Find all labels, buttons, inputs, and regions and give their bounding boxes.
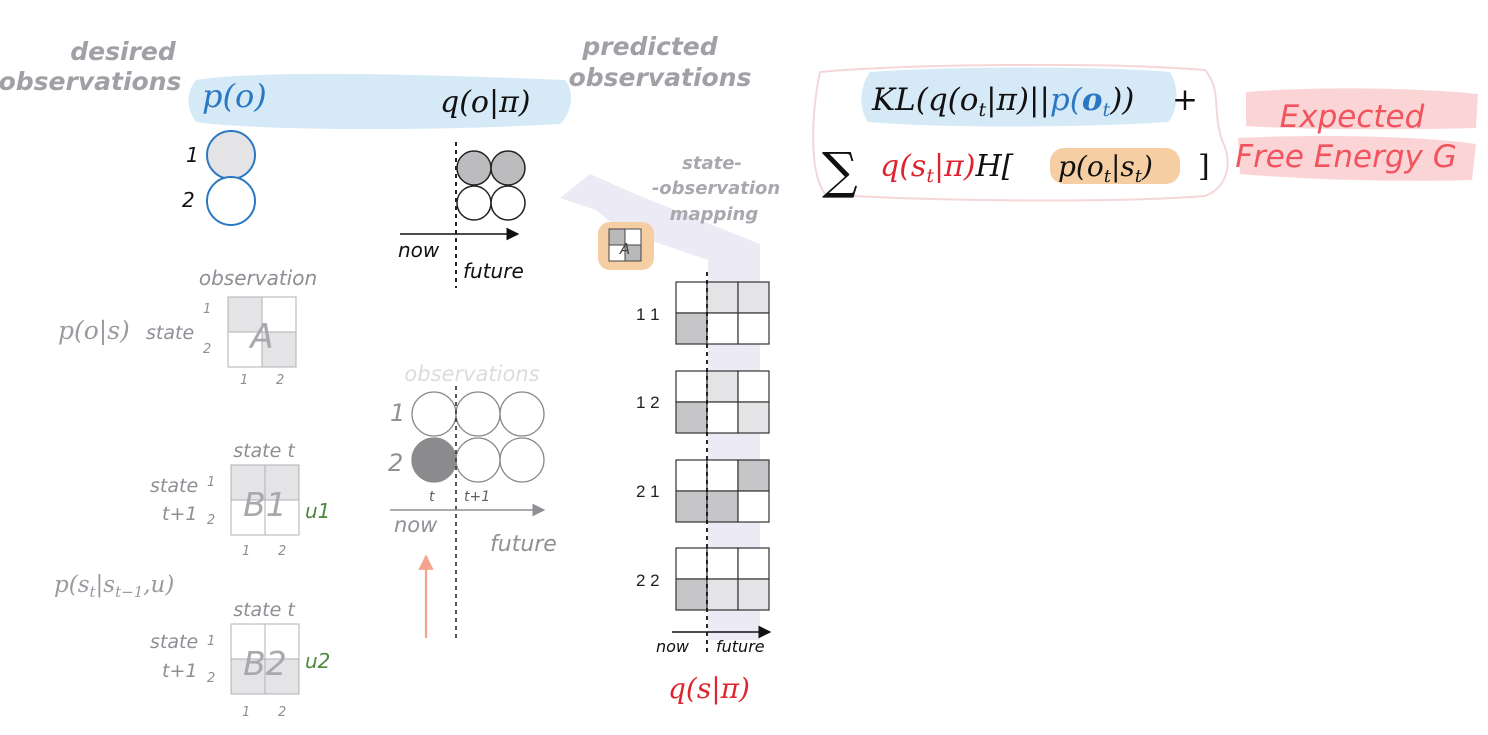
- b2-col-2-label: 2: [278, 705, 286, 720]
- observation-circle: [499, 437, 545, 483]
- predicted-label-line1: predicted: [581, 32, 718, 61]
- predicted-obs-circle: [490, 185, 526, 221]
- b1-row-header-2: t+1: [162, 503, 197, 525]
- policy-label: 1 1: [636, 305, 660, 324]
- obs-t-plus-1-label: t+1: [464, 489, 490, 505]
- policy-future-label: future: [716, 637, 765, 656]
- desired-label-line2: observations: [0, 67, 181, 96]
- b1-matrix-letter: B1: [243, 485, 287, 524]
- observation-circle: [455, 391, 501, 437]
- obs-future-label: future: [490, 532, 557, 557]
- a-col-2-label: 2: [276, 373, 284, 388]
- likelihood-orange-highlight: [1050, 148, 1180, 184]
- efe-kl-term: KL(q(ot|π)||p(ot)): [871, 82, 1134, 121]
- mapping-a-icon: A: [608, 228, 642, 262]
- policy-grid-12: [675, 370, 770, 434]
- efe-bracket-close: ]: [1198, 149, 1210, 184]
- efe-entropy-term: q(st|π)H[: [880, 149, 1014, 187]
- desired-label-line1: desired: [70, 37, 177, 66]
- kl-blue-highlight: [861, 67, 1177, 127]
- policy-label: 1 2: [636, 393, 660, 412]
- b1-row-header-1: state: [150, 475, 198, 497]
- efe-sum-symbol: ∑: [822, 142, 858, 200]
- obs-row-2-label: 2: [388, 449, 403, 477]
- b2-row-header-2: t+1: [162, 660, 197, 682]
- b2-row-header-1: state: [150, 631, 198, 653]
- b1-action-label: u1: [305, 499, 330, 523]
- b1-row-2-label: 2: [207, 513, 215, 528]
- b2-matrix-letter: B2: [243, 644, 287, 683]
- observations-panel-title: observations: [404, 362, 539, 386]
- formula-outline: [812, 63, 1229, 202]
- b2-col-1-label: 1: [242, 705, 250, 720]
- mapping-label-line1: state-: [682, 153, 742, 174]
- preference-row-2-label: 2: [182, 188, 195, 212]
- b2-action-label: u2: [305, 649, 330, 673]
- observation-circle: [455, 437, 501, 483]
- b2-matrix-grid: [230, 623, 300, 695]
- p-o-formula: p(o): [202, 77, 267, 115]
- b2-row-1-label: 1: [207, 634, 215, 649]
- a-row-1-label: 1: [203, 302, 211, 317]
- efe-title-line1: Expected: [1280, 99, 1425, 135]
- mapping-label-line3: mapping: [670, 204, 759, 225]
- policy-grid-21: [675, 459, 770, 523]
- predicted-label-line2: observations: [569, 63, 752, 92]
- a-row-2-label: 2: [203, 342, 211, 357]
- a-matrix-letter: A: [248, 317, 273, 357]
- policy-label: 2 2: [636, 571, 660, 590]
- policy-grid-11: [675, 281, 770, 345]
- top-blue-highlight: [188, 73, 572, 130]
- a-observation-label: observation: [199, 266, 317, 290]
- obs-row-1-label: 1: [390, 399, 405, 427]
- obs-t-label: t: [429, 489, 435, 505]
- a-likelihood-formula: p(o|s): [58, 316, 130, 346]
- policy-label: 2 1: [636, 482, 660, 501]
- observation-circle: [499, 391, 545, 437]
- efe-title-line2: Free Energy G: [1235, 139, 1457, 175]
- transition-formula: p(st|st−1,u): [54, 572, 174, 601]
- a-state-label: state: [146, 322, 194, 344]
- now-label: now: [398, 238, 440, 262]
- policy-now-label: now: [656, 637, 690, 656]
- efe-likelihood-term: p(ot|st): [1058, 150, 1153, 187]
- observation-circle-observed: [411, 437, 457, 483]
- mapping-label-line2: -observation: [652, 178, 780, 199]
- b2-col-header: state t: [233, 599, 296, 621]
- efe-pink-highlight-2: [1238, 136, 1476, 181]
- preference-circle-2: [206, 176, 256, 226]
- efe-pink-highlight-1: [1246, 88, 1478, 130]
- preference-row-1-label: 1: [186, 143, 199, 167]
- b2-row-2-label: 2: [207, 671, 215, 686]
- b1-matrix-grid: [230, 464, 300, 536]
- predicted-obs-circle: [456, 150, 492, 186]
- observation-circle: [411, 391, 457, 437]
- preference-circle-1: [206, 130, 256, 180]
- policy-grid-22: [675, 547, 770, 611]
- q-o-pi-formula: q(o|π): [440, 85, 531, 120]
- policy-state-formula: q(s|π): [668, 672, 750, 705]
- b1-col-2-label: 2: [278, 544, 286, 559]
- mapping-icon-letter: A: [619, 240, 630, 258]
- a-col-1-label: 1: [240, 373, 248, 388]
- b1-col-header: state t: [233, 440, 296, 462]
- obs-now-label: now: [394, 513, 438, 537]
- future-label: future: [463, 259, 524, 283]
- predicted-obs-circle: [456, 185, 492, 221]
- efe-plus-sign: +: [1172, 82, 1198, 118]
- a-matrix-grid: [227, 296, 297, 368]
- b1-col-1-label: 1: [242, 544, 250, 559]
- b1-row-1-label: 1: [207, 475, 215, 490]
- predicted-obs-circle: [490, 150, 526, 186]
